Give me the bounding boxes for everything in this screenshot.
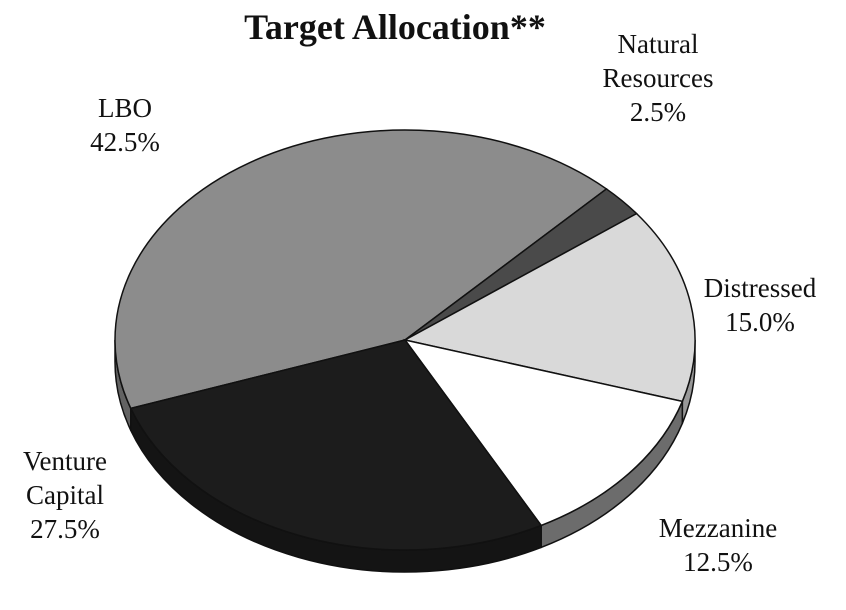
slice: [129, 339, 543, 551]
category-name: Venture Capital: [23, 446, 107, 510]
value-label: 42.5%: [90, 127, 160, 157]
slice-label: LBO 42.5%: [55, 91, 195, 159]
slice: [114, 129, 608, 410]
slice: [403, 338, 684, 527]
category-name: Mezzanine: [658, 513, 778, 543]
category-name: LBO: [98, 93, 152, 123]
slice-label: Natural Resources 2.5%: [583, 27, 733, 129]
value-label: 12.5%: [683, 547, 753, 577]
category-name: Distressed: [703, 273, 817, 303]
category-name: Natural Resources: [602, 29, 714, 93]
value-label: 27.5%: [30, 514, 100, 544]
chart-title: Target Allocation**: [244, 7, 546, 47]
value-label: 15.0%: [725, 307, 795, 337]
slice-label: Distressed 15.0%: [685, 271, 835, 339]
slice-label: Mezzanine 12.5%: [638, 511, 798, 579]
value-label: 2.5%: [629, 97, 687, 127]
slice: [402, 212, 696, 403]
slice-label: Venture Capital 27.5%: [10, 444, 120, 546]
